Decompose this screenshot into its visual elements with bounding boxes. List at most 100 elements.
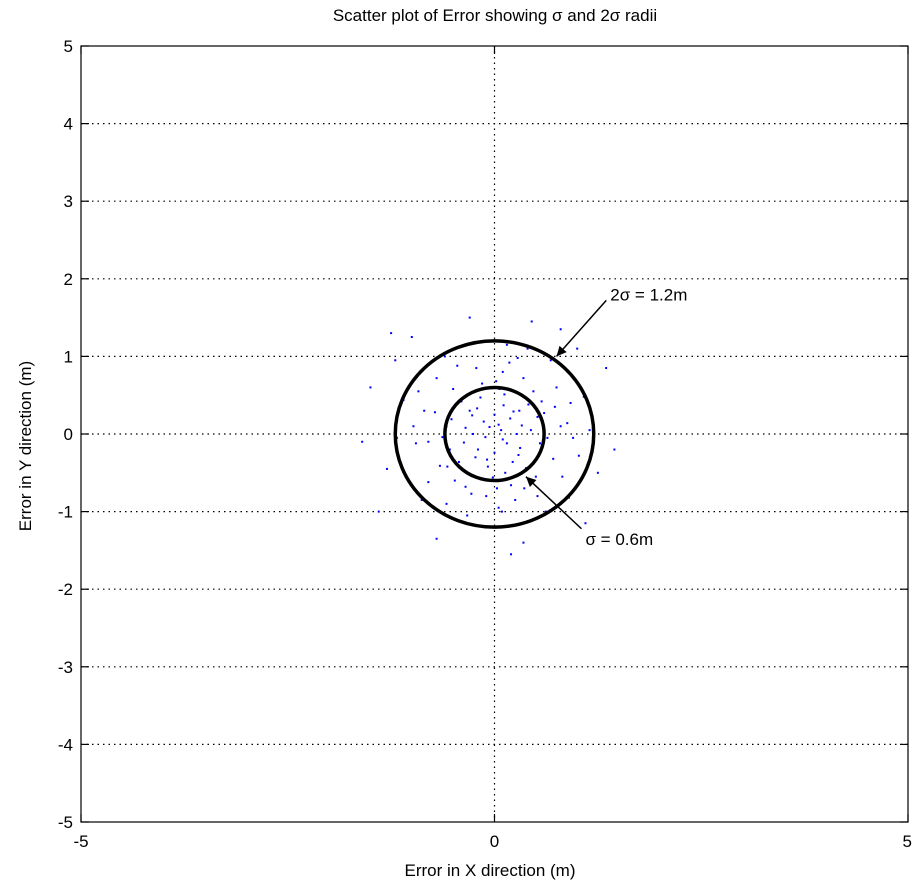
x-axis-label: Error in X direction (m) [405,861,576,880]
data-point [569,401,572,404]
annotations: 2σ = 1.2m σ = 0.6m [525,285,687,549]
data-point [497,423,500,426]
data-point [555,386,558,389]
data-point [482,420,485,423]
data-point [412,425,415,428]
data-point [486,465,489,468]
data-point [471,414,474,417]
data-point [479,396,482,399]
axis-ticks: 5 4 3 2 1 0 -1 -2 -3 -4 -5-5 0 5 [58,37,912,851]
data-point [605,367,608,370]
data-point [504,471,507,474]
data-point [511,460,514,463]
annotation-label: 2σ = 1.2m [610,285,687,304]
data-point [559,425,562,428]
x-tick-label: -5 [73,832,88,851]
data-point [484,436,487,439]
data-point [502,404,505,407]
data-point [522,541,525,544]
annotation-label: σ = 0.6m [585,530,653,549]
data-point [577,454,580,457]
data-point [588,429,591,432]
data-point [518,409,521,412]
y-tick-label: -4 [58,735,73,754]
data-point [495,380,498,383]
y-tick-label: -1 [58,503,73,522]
data-point [410,336,413,338]
data-point [516,356,519,359]
y-axis-label: Error in Y direction (m) [16,361,35,531]
y-tick-label: 2 [64,270,73,289]
data-point [526,347,529,350]
data-point [390,332,393,335]
data-point [443,355,446,358]
data-point [466,514,469,517]
data-point [476,448,479,451]
data-point [441,436,444,439]
grid-lines [81,46,908,822]
data-point [493,451,496,454]
x-tick-label: 5 [903,832,912,851]
data-point [613,448,616,451]
data-point [476,407,479,410]
data-point [517,453,520,456]
annotation-arrow-line [555,299,607,357]
data-point [500,510,503,513]
data-point [529,429,532,432]
data-point [462,441,465,444]
x-tick-label: 0 [490,832,499,851]
data-point [523,487,526,490]
data-point [538,442,541,445]
data-point [559,328,562,331]
data-point [522,377,525,380]
chart-title: Scatter plot of Error showing σ and 2σ r… [333,6,657,25]
data-point [427,440,430,443]
data-point [505,343,508,346]
data-point [445,502,448,505]
data-point [369,386,372,389]
data-point [501,370,504,373]
y-tick-label: 1 [64,347,73,366]
data-point [536,415,539,418]
data-point [596,471,599,474]
data-point [519,446,522,449]
data-point [470,492,473,495]
data-point [420,498,423,501]
data-point [532,390,535,393]
data-point [534,475,537,478]
data-point [543,412,546,415]
data-point [423,409,426,412]
data-point [491,476,494,479]
data-point [500,429,503,432]
data-point [530,320,533,323]
data-point [515,433,518,435]
annotation-arrow-head [525,476,537,487]
data-point [394,359,397,362]
data-point [417,390,420,393]
data-point [527,403,530,406]
sigma-circles [393,339,596,529]
data-point [540,400,543,403]
data-point [572,436,575,439]
data-point [561,475,564,478]
y-tick-label: -5 [58,813,73,832]
data-point [450,418,453,421]
data-point [549,359,552,362]
data-point [514,498,517,501]
data-point [510,484,513,487]
sigma-circle [393,339,596,529]
data-point [505,442,508,445]
y-tick-label: 3 [64,192,73,211]
data-point [446,465,449,468]
data-point [546,436,549,439]
data-point [468,409,471,412]
data-point [452,387,455,390]
data-point [474,456,477,459]
data-point [481,382,484,385]
sigma-circle [443,385,546,483]
y-tick-label: 0 [64,425,73,444]
data-point [361,440,364,443]
data-point [509,417,512,420]
data-point [512,410,515,413]
data-point [493,413,496,416]
